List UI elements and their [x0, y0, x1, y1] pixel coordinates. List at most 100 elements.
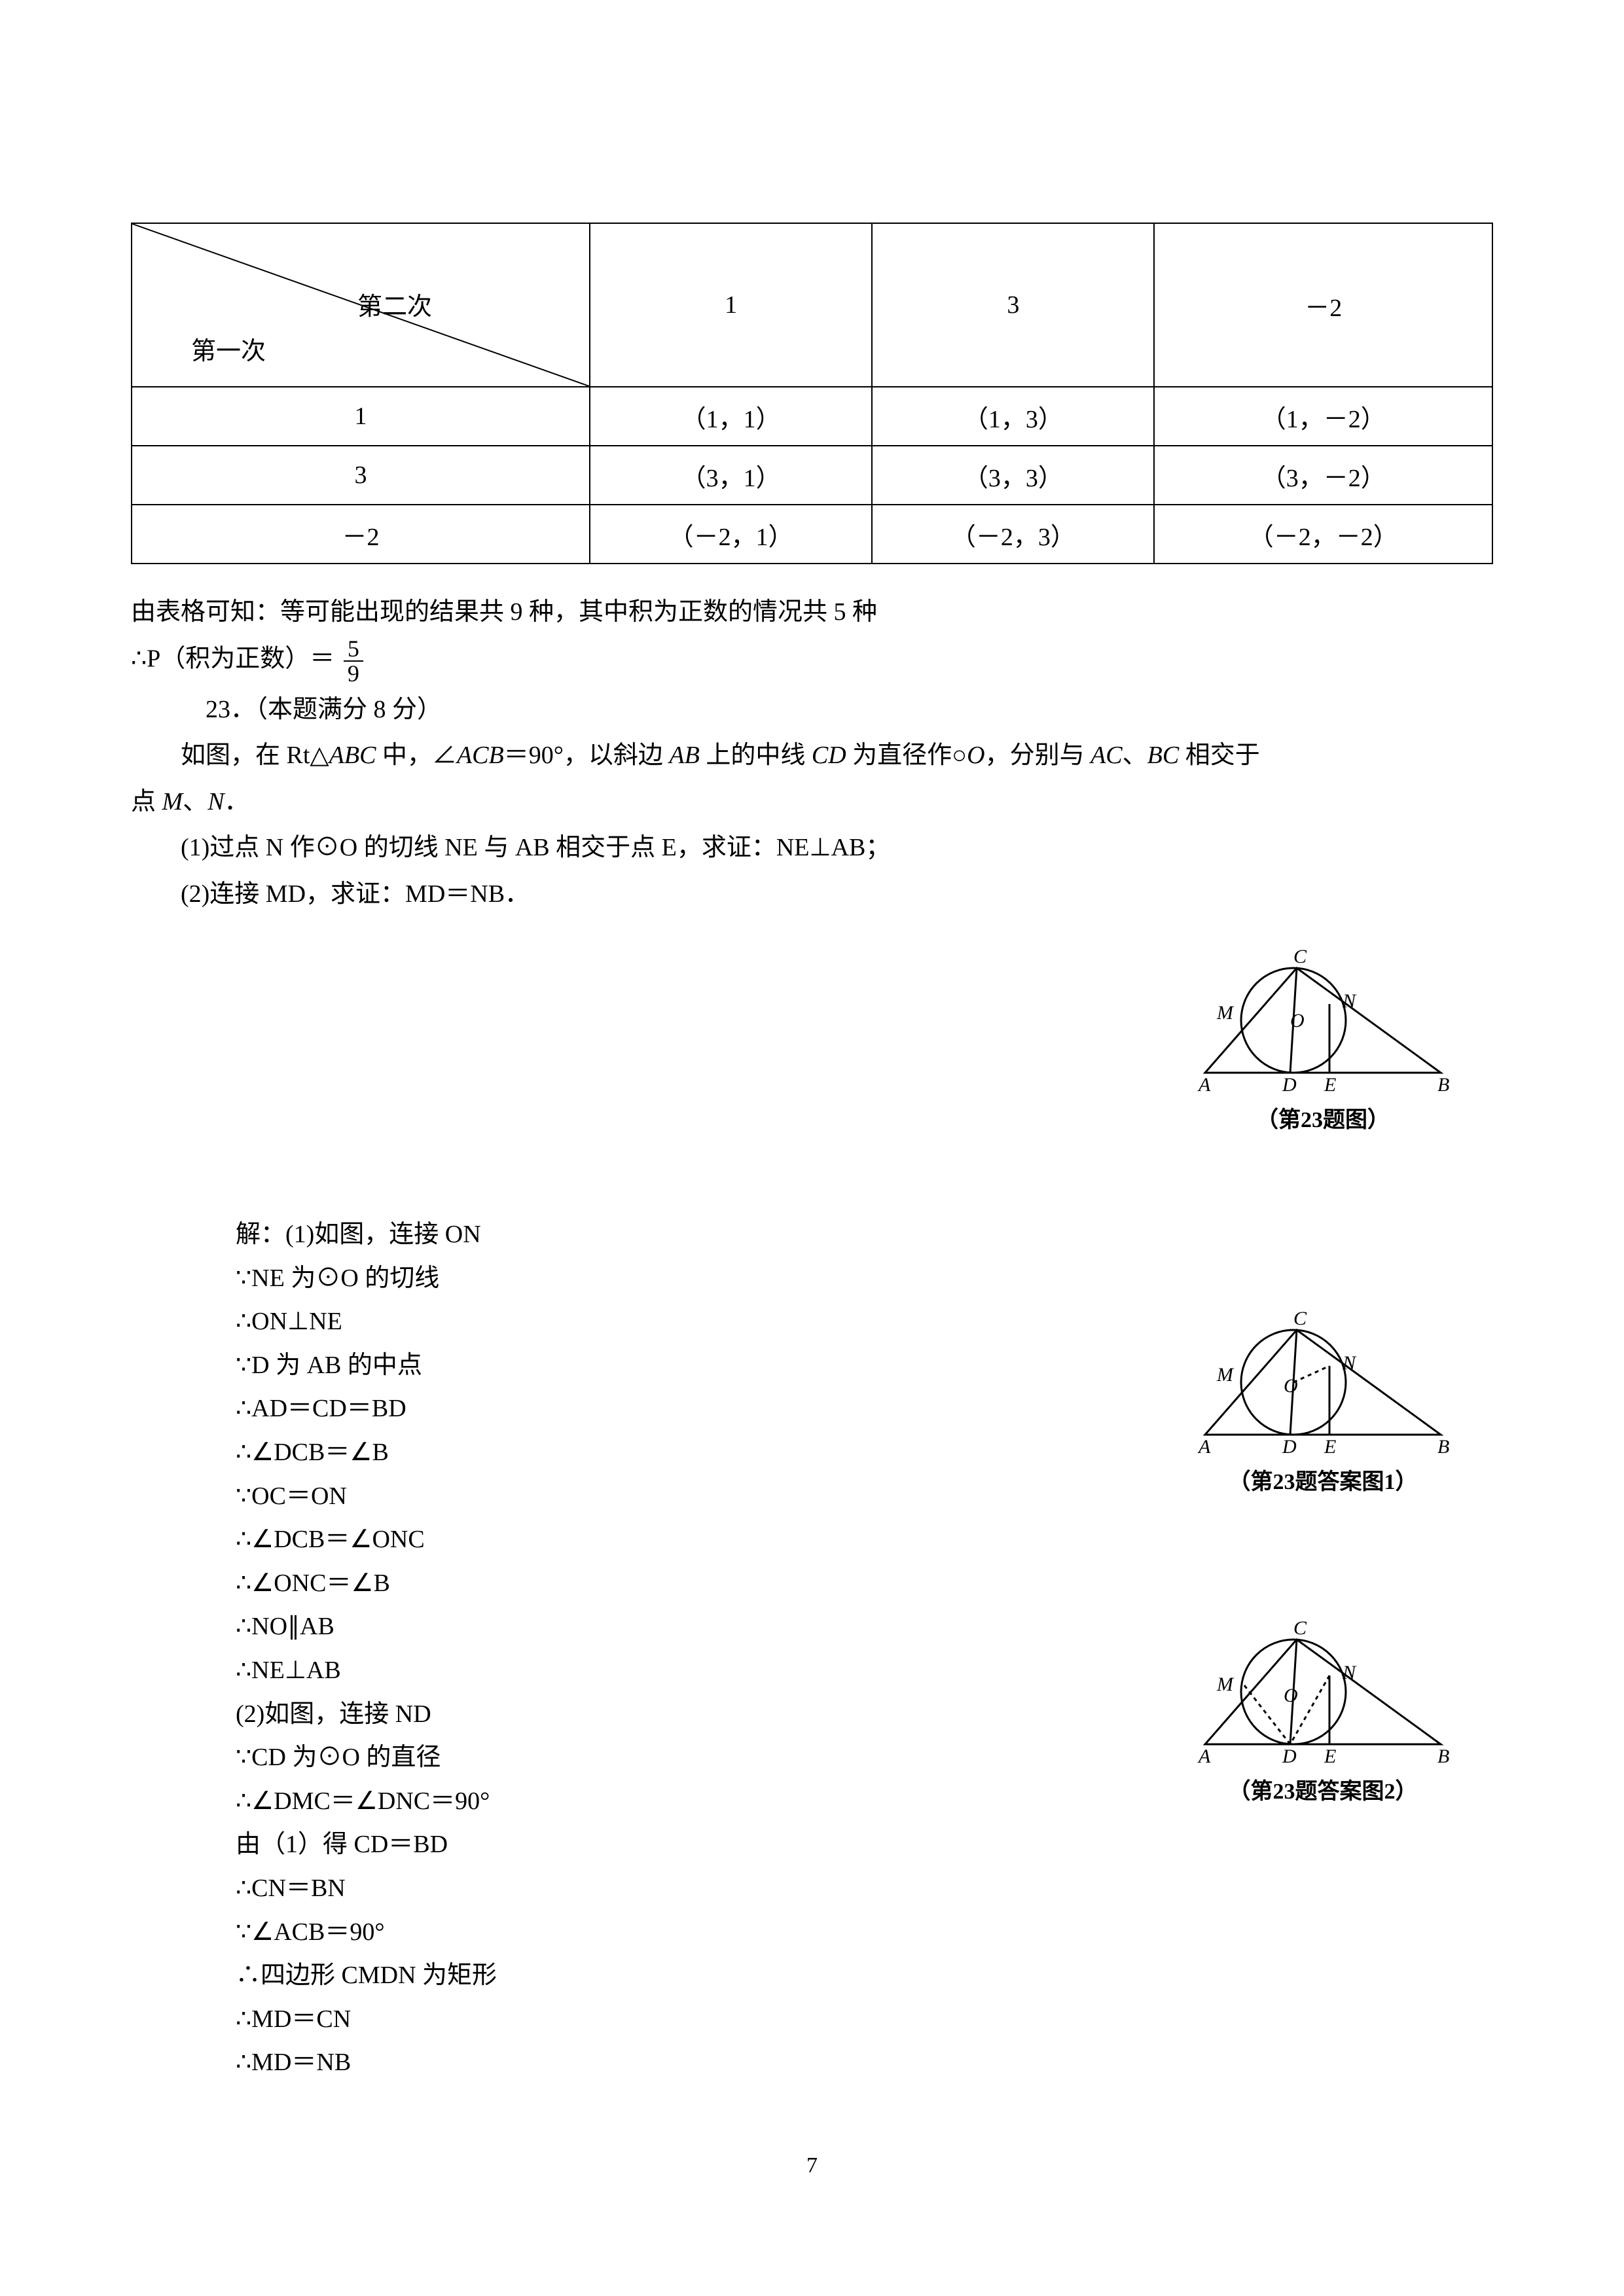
txt: BC — [1147, 742, 1180, 769]
proof-line: ∵CD 为⊙O 的直径 — [236, 1736, 1153, 1779]
proof-line: ∴∠DCB＝∠ONC — [236, 1518, 1153, 1561]
q23-part2: (2)连接 MD，求证：MD＝NB． — [131, 872, 1493, 916]
q23-figure-ans1: A B C D E M N O — [1179, 1304, 1467, 1461]
col-header: －2 — [1154, 223, 1492, 387]
q23-figure-ans2: A B C D E M N O — [1179, 1613, 1467, 1770]
txt: M — [162, 788, 183, 816]
fraction-numerator: 5 — [344, 637, 363, 662]
outcome-table: 第二次 第一次 1 3 －2 1 （1，1） （1，3） （1，－2） 3 （3… — [131, 223, 1493, 564]
fraction: 5 9 — [344, 637, 363, 685]
txt: 上的中线 — [700, 742, 812, 769]
proof-line: ∴MD＝NB — [236, 2041, 1153, 2084]
proof-line: (2)如图，连接 ND — [236, 1693, 1153, 1736]
label-B: B — [1437, 1074, 1449, 1096]
q23-figure-main: A B C D E M N O — [1179, 942, 1467, 1099]
prob-prefix: ∴P（积为正数）＝ — [131, 645, 334, 672]
txt: N — [208, 788, 224, 816]
q23-header: 23．（本题满分 8 分） — [131, 688, 1493, 732]
page-number: 7 — [0, 2153, 1624, 2178]
solution-row: 解：(1)如图，连接 ON ∵NE 为⊙O 的切线 ∴ON⊥NE ∵D 为 AB… — [131, 1212, 1493, 2085]
label-D: D — [1282, 1436, 1297, 1458]
col-header: 1 — [590, 223, 872, 387]
row-label: 1 — [132, 387, 590, 446]
txt: 中，∠ — [376, 742, 457, 769]
txt: 为直径作○ — [846, 742, 967, 769]
proof-line: ∴MD＝CN — [236, 1998, 1153, 2041]
col-header: 3 — [872, 223, 1154, 387]
txt: 相交于 — [1179, 742, 1260, 769]
label-O: O — [1284, 1685, 1298, 1706]
table-cell: （3，1） — [590, 446, 872, 505]
proof-line: ∴四边形 CMDN 为矩形 — [236, 1954, 1153, 1997]
proof-line: ∴∠DMC＝∠DNC＝90° — [236, 1780, 1153, 1823]
header-second-label: 第二次 — [357, 286, 432, 322]
proof-line: 由（1）得 CD＝BD — [236, 1823, 1153, 1866]
proof-block: 解：(1)如图，连接 ON ∵NE 为⊙O 的切线 ∴ON⊥NE ∵D 为 AB… — [236, 1213, 1153, 2084]
label-C: C — [1293, 946, 1307, 967]
label-N: N — [1342, 990, 1357, 1012]
table-cell: （3，－2） — [1154, 446, 1492, 505]
txt: ACB — [457, 742, 504, 769]
table-row: 3 （3，1） （3，3） （3，－2） — [132, 446, 1492, 505]
proof-line: ∴AD＝CD＝BD — [236, 1388, 1153, 1430]
proof-line: ∵OC＝ON — [236, 1475, 1153, 1518]
row-label: －2 — [132, 505, 590, 564]
proof-line: ∴∠ONC＝∠B — [236, 1562, 1153, 1605]
fig-main-caption: （第23题图） — [1153, 1102, 1493, 1134]
proof-line: ∴NO∥AB — [236, 1605, 1153, 1648]
table-row: 1 （1，1） （1，3） （1，－2） — [132, 387, 1492, 446]
label-M: M — [1216, 1674, 1235, 1695]
label-O: O — [1284, 1375, 1298, 1397]
fig-ans2-caption: （第23题答案图2） — [1153, 1773, 1493, 1805]
proof-line: ∴∠DCB＝∠B — [236, 1431, 1153, 1474]
label-A: A — [1197, 1746, 1211, 1767]
label-B: B — [1437, 1746, 1449, 1767]
txt: CD — [812, 742, 846, 769]
proof-line: ∵∠ACB＝90° — [236, 1911, 1153, 1954]
fig-ans1-caption: （第23题答案图1） — [1153, 1463, 1493, 1496]
label-C: C — [1293, 1617, 1307, 1639]
proof-line: ∵NE 为⊙O 的切线 — [236, 1257, 1153, 1300]
table-cell: （－2，－2） — [1154, 505, 1492, 564]
txt: O — [967, 742, 984, 769]
txt: 、 — [1123, 742, 1147, 769]
q23-part1: (1)过点 N 作⊙O 的切线 NE 与 AB 相交于点 E，求证：NE⊥AB； — [131, 826, 1493, 870]
diagonal-header-cell: 第二次 第一次 — [132, 223, 590, 387]
txt: ABC — [329, 742, 376, 769]
label-D: D — [1282, 1074, 1297, 1096]
txt: AC — [1091, 742, 1123, 769]
table-row: －2 （－2，1） （－2，3） （－2，－2） — [132, 505, 1492, 564]
txt: 、 — [183, 788, 208, 816]
table-conclusion: 由表格可知：等可能出现的结果共 9 种，其中积为正数的情况共 5 种 — [131, 590, 1493, 634]
label-M: M — [1216, 1002, 1235, 1024]
table-cell: （3，3） — [872, 446, 1154, 505]
txt: 如图，在 Rt△ — [181, 742, 329, 769]
label-D: D — [1282, 1746, 1297, 1767]
row-label: 3 — [132, 446, 590, 505]
txt: ． — [225, 788, 249, 816]
txt: 点 — [131, 788, 162, 816]
label-A: A — [1197, 1074, 1211, 1096]
table-cell: （1，3） — [872, 387, 1154, 446]
label-E: E — [1324, 1746, 1336, 1767]
txt: ，分别与 — [985, 742, 1091, 769]
txt: AB — [669, 742, 699, 769]
q23-stem-line2: 点 M、N． — [131, 780, 1493, 824]
label-C: C — [1293, 1308, 1307, 1329]
label-N: N — [1342, 1662, 1357, 1683]
label-A: A — [1197, 1436, 1211, 1458]
proof-line: ∴ON⊥NE — [236, 1300, 1153, 1343]
table-cell: （－2，3） — [872, 505, 1154, 564]
table-cell: （－2，1） — [590, 505, 872, 564]
table-cell: （1，1） — [590, 387, 872, 446]
q23-stem-line1: 如图，在 Rt△ABC 中，∠ACB＝90°，以斜边 AB 上的中线 CD 为直… — [131, 734, 1493, 778]
label-E: E — [1324, 1436, 1336, 1458]
label-M: M — [1216, 1364, 1235, 1386]
probability-line: ∴P（积为正数）＝ 5 9 — [131, 637, 1493, 685]
proof-line: ∴CN＝BN — [236, 1867, 1153, 1910]
proof-line: 解：(1)如图，连接 ON — [236, 1213, 1153, 1256]
label-E: E — [1324, 1074, 1336, 1096]
proof-line: ∴NE⊥AB — [236, 1649, 1153, 1692]
label-B: B — [1437, 1436, 1449, 1458]
table-cell: （1，－2） — [1154, 387, 1492, 446]
